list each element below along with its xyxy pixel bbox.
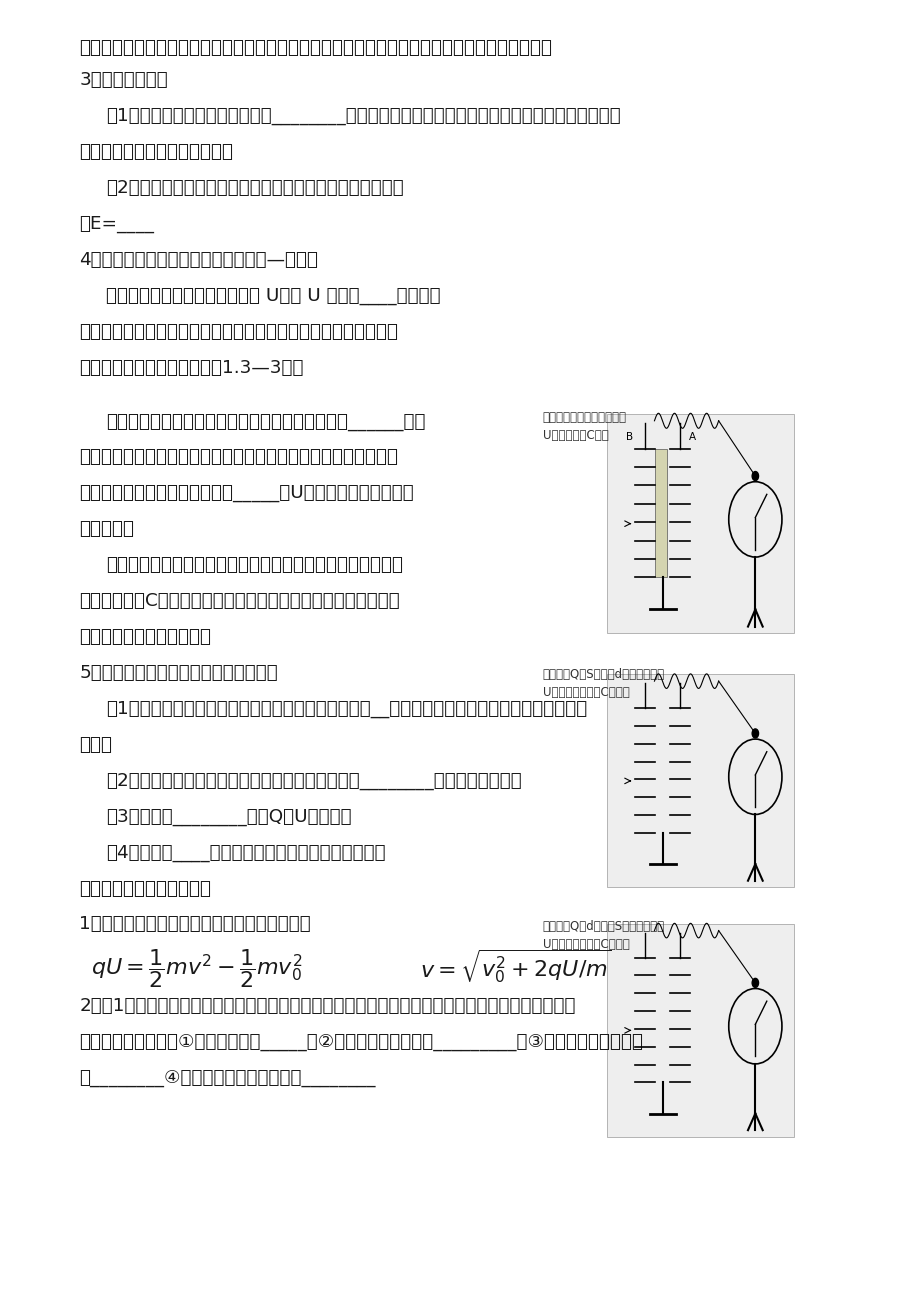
Text: 静电计是在验电器的基础上改造而成的，静电计由______的两: 静电计是在验电器的基础上改造而成的，静电计由______的两 <box>106 413 425 431</box>
Text: 合成和分解的知识。①求出运动时间_____，②离开电场时的偏转量_________，③离开电场时速度的大: 合成和分解的知识。①求出运动时间_____，②离开电场时的偏转量________… <box>79 1034 642 1051</box>
Text: A: A <box>687 432 695 443</box>
FancyBboxPatch shape <box>607 674 793 888</box>
Text: （3）用公式________分析Q和U的变化。: （3）用公式________分析Q和U的变化。 <box>106 807 351 825</box>
Text: 部分构成，静电计与电容器的两部分分别接在一起，则电容器上的: 部分构成，静电计与电容器的两部分分别接在一起，则电容器上的 <box>79 448 398 466</box>
Text: $v = \sqrt{v_0^2 + 2qU/m}$: $v = \sqrt{v_0^2 + 2qU/m}$ <box>420 948 611 986</box>
Text: 比，与介质的介电常数成正比）: 比，与介质的介电常数成正比） <box>79 143 233 161</box>
FancyBboxPatch shape <box>607 924 793 1137</box>
Text: （1）平行板电容器的电容计算式________（即电容与两板的正对面积成正比，与两板间距离成为反: （1）平行板电容器的电容计算式________（即电容与两板的正对面积成正比，与… <box>106 107 620 125</box>
Text: 4、测量电容器两极板间电势差的仪器—静电计: 4、测量电容器两极板间电势差的仪器—静电计 <box>79 251 318 268</box>
FancyBboxPatch shape <box>607 414 793 634</box>
Text: 电容器充电后，两板间有电势差 U，但 U 的大小____用电压表: 电容器充电后，两板间有电势差 U，但 U 的大小____用电压表 <box>106 286 440 305</box>
Text: 不变。: 不变。 <box>79 736 112 754</box>
Text: 去测量（因为两板上的正、负电荷会立即中和掉），但可以用静电: 去测量（因为两板上的正、负电荷会立即中和掉），但可以用静电 <box>79 323 398 341</box>
Text: 注意：放电的过程实际上就是电容器极板正、负电荷中和的过程，当放电结束时，电路中无电流。: 注意：放电的过程实际上就是电容器极板正、负电荷中和的过程，当放电结束时，电路中无… <box>79 39 551 57</box>
Text: 很弱，即电容C很小，当带电的电容器与静电计连接时，可认为电: 很弱，即电容C很小，当带电的电容器与静电计连接时，可认为电 <box>79 592 400 611</box>
Text: （4）用公式____分析平行板电容两板间场强的变化。: （4）用公式____分析平行板电容两板间场强的变化。 <box>106 844 385 862</box>
Text: 3、平等板电容器: 3、平等板电容器 <box>79 72 168 90</box>
Text: 且E=____: 且E=____ <box>79 215 154 233</box>
Text: 甲：保持Q和d不变，S越小，电势差
U越大，表示电容C越小。: 甲：保持Q和d不变，S越小，电势差 U越大，表示电容C越小。 <box>542 921 664 950</box>
FancyBboxPatch shape <box>654 449 666 577</box>
Text: 丙：插入电介质后，电势差
U越小，电容C越大: 丙：插入电介质后，电势差 U越小，电容C越大 <box>542 410 626 441</box>
Text: （2）当决定电容器大小的某一因素变化时，用公式________判断电容的变化。: （2）当决定电容器大小的某一因素变化时，用公式________判断电容的变化。 <box>106 772 521 790</box>
Text: 二、带电粒子的加速和偏转: 二、带电粒子的加速和偏转 <box>79 880 211 897</box>
Text: 容器上的电荷量保持不变。: 容器上的电荷量保持不变。 <box>79 628 211 646</box>
Text: B: B <box>626 432 632 443</box>
Text: $qU = \dfrac{1}{2}mv^2 - \dfrac{1}{2}mv_0^2$: $qU = \dfrac{1}{2}mv^2 - \dfrac{1}{2}mv_… <box>91 948 302 991</box>
Text: （2）带电平行板电容器两板间的电场可以认为是匀强电场，: （2）带电平行板电容器两板间的电场可以认为是匀强电场， <box>106 178 403 197</box>
Circle shape <box>752 471 757 480</box>
Circle shape <box>752 729 757 738</box>
Circle shape <box>752 978 757 987</box>
Text: 乙：保持Q和S不变，d越大，电势差
U越大，表示电容C越小。: 乙：保持Q和S不变，d越大，电势差 U越大，表示电容C越小。 <box>542 668 664 699</box>
Text: 刻度读出。: 刻度读出。 <box>79 521 134 538</box>
Text: 1、带电粒子在电场中加速，应用动能定理，即: 1、带电粒子在电场中加速，应用动能定理，即 <box>79 915 311 934</box>
Text: 注意：静电计本身也是一个电容器，但静电计容纳电荷的本领: 注意：静电计本身也是一个电容器，但静电计容纳电荷的本领 <box>106 556 403 574</box>
Text: 计测量两板间的电势差，如图1.3—3所示: 计测量两板间的电势差，如图1.3—3所示 <box>79 358 303 376</box>
Text: 5、关于电容器两类典型问题分析方法：: 5、关于电容器两类典型问题分析方法： <box>79 664 278 682</box>
Text: （1）首先确定不变量，若电容器充电后断开电源，则__不变；若电容器始终和直流电源相连，则: （1）首先确定不变量，若电容器充电后断开电源，则__不变；若电容器始终和直流电源… <box>106 700 586 717</box>
Text: 2、（1）带电粒子在匀强电场中偏转问题的分析处理方法，类似于平抛运动的分析处理，应用运动的: 2、（1）带电粒子在匀强电场中偏转问题的分析处理方法，类似于平抛运动的分析处理，… <box>79 997 575 1016</box>
Text: 小________④以及离开电场时的偏转角________: 小________④以及离开电场时的偏转角________ <box>79 1069 375 1087</box>
Text: 电势差就等于静电计上所指示的_____，U的大小就从静电计上的: 电势差就等于静电计上所指示的_____，U的大小就从静电计上的 <box>79 484 414 503</box>
